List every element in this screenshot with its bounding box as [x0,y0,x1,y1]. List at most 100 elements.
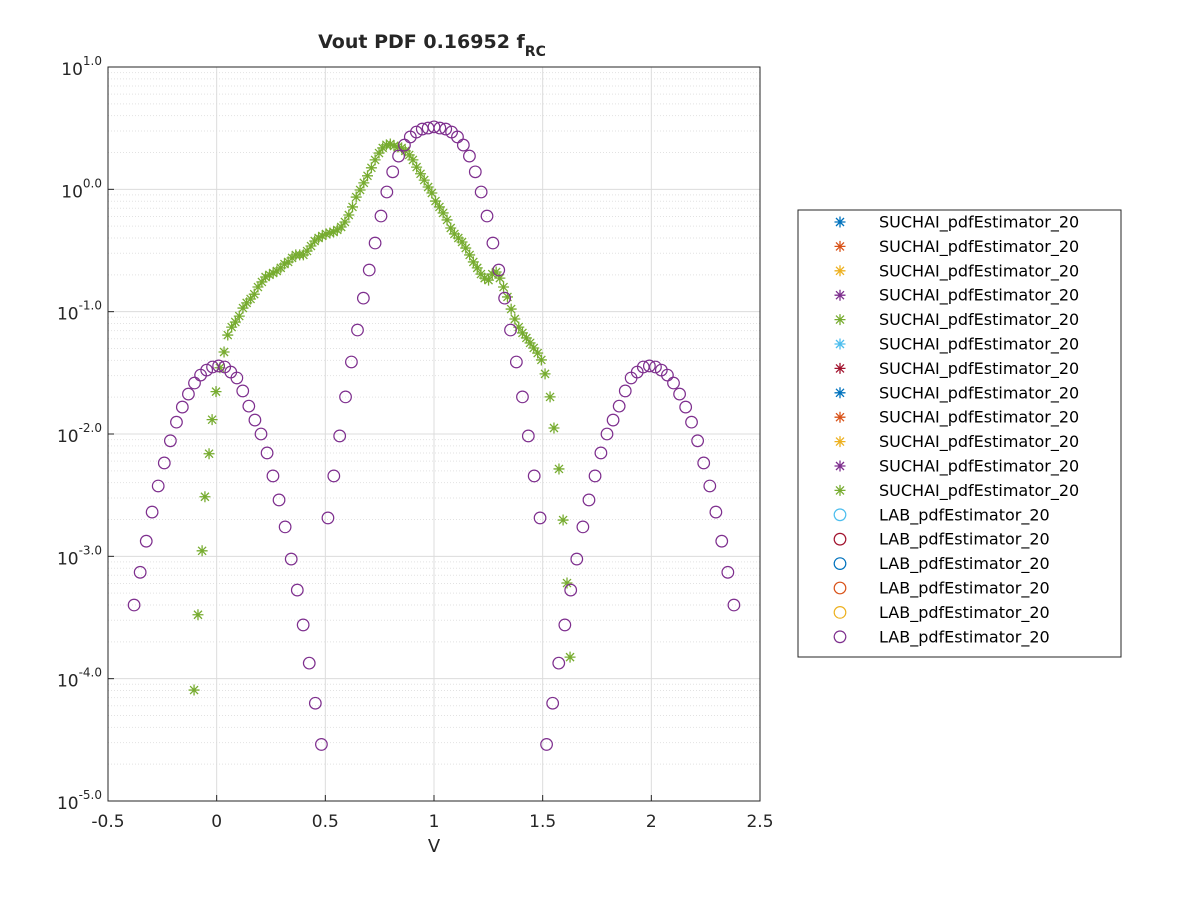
data-point [483,274,495,286]
legend-label: LAB_pdfEstimator_20 [879,579,1050,599]
x-tick-label: 1.5 [529,812,556,832]
legend-label: SUCHAI_pdfEstimator_20 [879,359,1079,379]
y-tick-base: 10 [57,427,79,447]
data-point [229,316,241,328]
legend-marker [833,630,847,644]
data-point [673,387,686,401]
legend-marker [834,314,846,326]
legend-marker [834,216,846,228]
legend-label: SUCHAI_pdfEstimator_20 [879,432,1079,452]
legend-marker [834,289,846,301]
data-point [422,181,434,193]
data-point [667,376,680,390]
data-point [661,368,674,382]
legend-marker [834,460,846,472]
data-point [426,187,438,199]
data-point [373,147,385,159]
y-tick-base: 10 [57,672,79,692]
data-point [403,149,415,161]
data-point [339,216,351,228]
legend-label: LAB_pdfEstimator_20 [879,530,1050,550]
data-point [558,618,572,632]
data-point [365,162,377,174]
data-point [504,323,517,337]
data-point [494,272,506,284]
y-tick-exponent: -1.0 [79,298,102,312]
data-point [127,598,141,612]
data-point [532,347,544,359]
data-point [163,434,177,448]
legend-label: SUCHAI_pdfEstimator_20 [879,457,1079,477]
data-point [612,399,626,413]
data-point [230,371,244,385]
data-point [192,609,204,621]
data-point [388,140,400,152]
data-point [407,154,419,166]
data-point [328,226,340,238]
data-point [418,174,430,186]
data-point [528,342,540,354]
data-point [540,738,553,751]
data-point [301,245,313,257]
data-point [548,422,560,434]
legend-marker [834,436,846,448]
data-point [260,271,272,283]
data-point [133,565,147,579]
data-point [564,651,576,663]
x-tick-label: 0 [211,812,222,832]
data-point [157,456,171,470]
data-point [509,313,521,325]
data-point [236,384,250,398]
data-point [727,598,741,612]
y-tick-label: 10-2.0 [57,421,102,448]
legend-marker [833,557,847,570]
y-tick-exponent: -3.0 [79,543,102,557]
data-point [278,258,290,270]
legend-label: SUCHAI_pdfEstimator_20 [879,286,1079,306]
data-point [272,493,286,507]
legend-marker [834,265,846,277]
data-point [679,400,693,414]
data-point [196,545,208,557]
data-point [456,236,468,248]
y-tick-base: 10 [61,60,83,80]
data-point [362,263,376,277]
data-point [188,376,201,390]
data-point [335,221,347,233]
data-point [368,236,382,250]
data-point [433,121,447,135]
data-point [313,232,325,244]
data-point [212,359,226,373]
data-point [386,165,400,179]
data-point [356,291,370,305]
data-point [392,141,404,153]
data-point [474,185,488,199]
legend-label: SUCHAI_pdfEstimator_20 [879,213,1079,233]
data-point [302,656,316,670]
data-point [649,360,662,374]
data-point [308,696,322,710]
x-tick-label: 1 [429,812,440,832]
legend-box [797,209,1122,658]
data-point [539,368,551,380]
y-tick-label: 100.0 [61,176,102,203]
legend-marker [834,240,846,252]
data-point [392,149,405,163]
data-point [218,346,230,358]
legend-label: SUCHAI_pdfEstimator_20 [879,408,1079,428]
data-point [350,191,362,203]
data-point [266,469,280,483]
legend-label: SUCHAI_pdfEstimator_20 [879,383,1079,403]
data-point [691,434,705,448]
y-tick-label: 101.0 [61,54,102,81]
data-point [516,390,529,404]
data-point [145,505,159,519]
data-point [327,469,341,483]
data-point [697,456,711,470]
legend-label: SUCHAI_pdfEstimator_20 [879,261,1079,281]
data-point [703,479,717,493]
legend-marker [833,532,847,546]
data-point [200,363,214,377]
data-point [343,209,355,221]
data-point [642,359,656,373]
